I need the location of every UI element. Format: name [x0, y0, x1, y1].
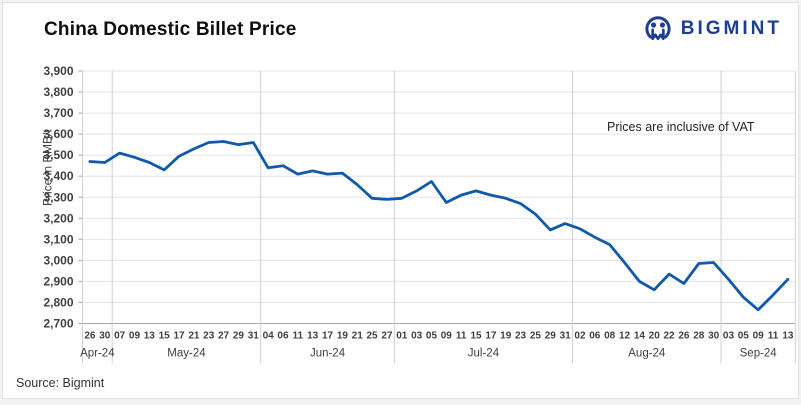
bigmint-logo-text: BIGMINT [680, 18, 782, 39]
x-day-label: 20 [649, 331, 661, 342]
x-day-label: 05 [738, 331, 750, 342]
source-label: Source: Bigmint [16, 376, 105, 390]
month-label: Aug-24 [628, 348, 666, 360]
x-day-label: 13 [307, 331, 319, 342]
x-day-label: 29 [545, 331, 557, 342]
x-day-label: 09 [753, 331, 765, 342]
x-day-label: 15 [159, 331, 171, 342]
x-day-label: 29 [233, 331, 245, 342]
x-day-label: 23 [203, 331, 215, 342]
month-label: May-24 [167, 348, 206, 360]
x-day-label: 09 [441, 331, 453, 342]
x-day-label: 21 [352, 331, 364, 342]
price-line [88, 140, 790, 312]
y-tick-label: 3,900 [43, 64, 73, 78]
y-tick-label: 2,700 [43, 317, 73, 331]
y-tick-label: 3,700 [43, 106, 73, 120]
x-day-label: 30 [99, 331, 111, 342]
y-tick-label: 3,300 [43, 190, 73, 204]
chart-title: China Domestic Billet Price [44, 19, 297, 40]
month-label: Apr-24 [80, 348, 115, 360]
x-day-label: 13 [782, 331, 794, 342]
billet-price-line-chart: 2,700 2,800 2,900 3,000 3,100 3,200 3,300 3,400… [43, 64, 796, 364]
x-day-label: 26 [678, 331, 690, 342]
x-day-label: 21 [188, 331, 200, 342]
x-day-label: 04 [263, 331, 275, 342]
y-tick-label: 3,400 [43, 169, 73, 183]
y-tick-label: 3,600 [43, 127, 73, 141]
x-day-label: 28 [693, 331, 705, 342]
chart-card: China Domestic Billet Price BIGMINT Pric… [2, 2, 799, 399]
x-day-label: 17 [173, 331, 185, 342]
x-day-label: 13 [144, 331, 156, 342]
y-tick-label: 3,500 [43, 148, 73, 162]
x-day-label: 17 [485, 331, 497, 342]
x-day-label: 11 [456, 331, 467, 342]
x-day-label: 03 [411, 331, 423, 342]
x-day-label: 27 [218, 331, 230, 342]
month-label: Sep-24 [740, 348, 778, 360]
bigmint-logo: BIGMINT [642, 13, 782, 45]
bigmint-logo-icon [645, 16, 671, 41]
x-day-label: 27 [381, 331, 393, 342]
month-label: Jun-24 [310, 348, 346, 360]
y-tick-label: 2,900 [43, 274, 73, 288]
x-day-label: 22 [664, 331, 676, 342]
x-day-label: 08 [604, 331, 616, 342]
vat-annotation: Prices are inclusive of VAT [607, 120, 755, 134]
y-tick-label: 3,200 [43, 211, 73, 225]
x-day-label: 11 [293, 331, 304, 342]
x-day-label: 26 [84, 331, 96, 342]
y-tick-label: 3,100 [43, 232, 73, 246]
x-day-label: 15 [470, 331, 482, 342]
x-day-label: 19 [337, 331, 349, 342]
x-day-label: 03 [723, 331, 735, 342]
month-label: Jul-24 [468, 348, 500, 360]
x-day-label: 23 [515, 331, 527, 342]
x-day-label: 31 [560, 331, 572, 342]
x-day-label: 07 [114, 331, 126, 342]
x-day-label: 31 [248, 331, 260, 342]
x-day-label: 25 [367, 331, 379, 342]
x-day-label: 06 [589, 331, 601, 342]
x-day-label: 12 [619, 331, 631, 342]
x-day-label: 05 [426, 331, 438, 342]
x-day-label: 06 [277, 331, 289, 342]
y-tick-label: 2,800 [43, 295, 73, 309]
x-day-label: 11 [768, 331, 779, 342]
x-day-label: 25 [530, 331, 542, 342]
x-day-label: 17 [322, 331, 334, 342]
x-day-label: 02 [574, 331, 586, 342]
x-day-label: 30 [708, 331, 720, 342]
x-day-label: 09 [129, 331, 141, 342]
x-day-label: 14 [634, 331, 646, 342]
x-day-label: 01 [396, 331, 408, 342]
y-axis-title: Price in RMB/t [40, 129, 55, 206]
y-tick-label: 3,800 [43, 85, 73, 99]
y-tick-label: 3,000 [43, 253, 73, 267]
x-day-label: 19 [500, 331, 512, 342]
